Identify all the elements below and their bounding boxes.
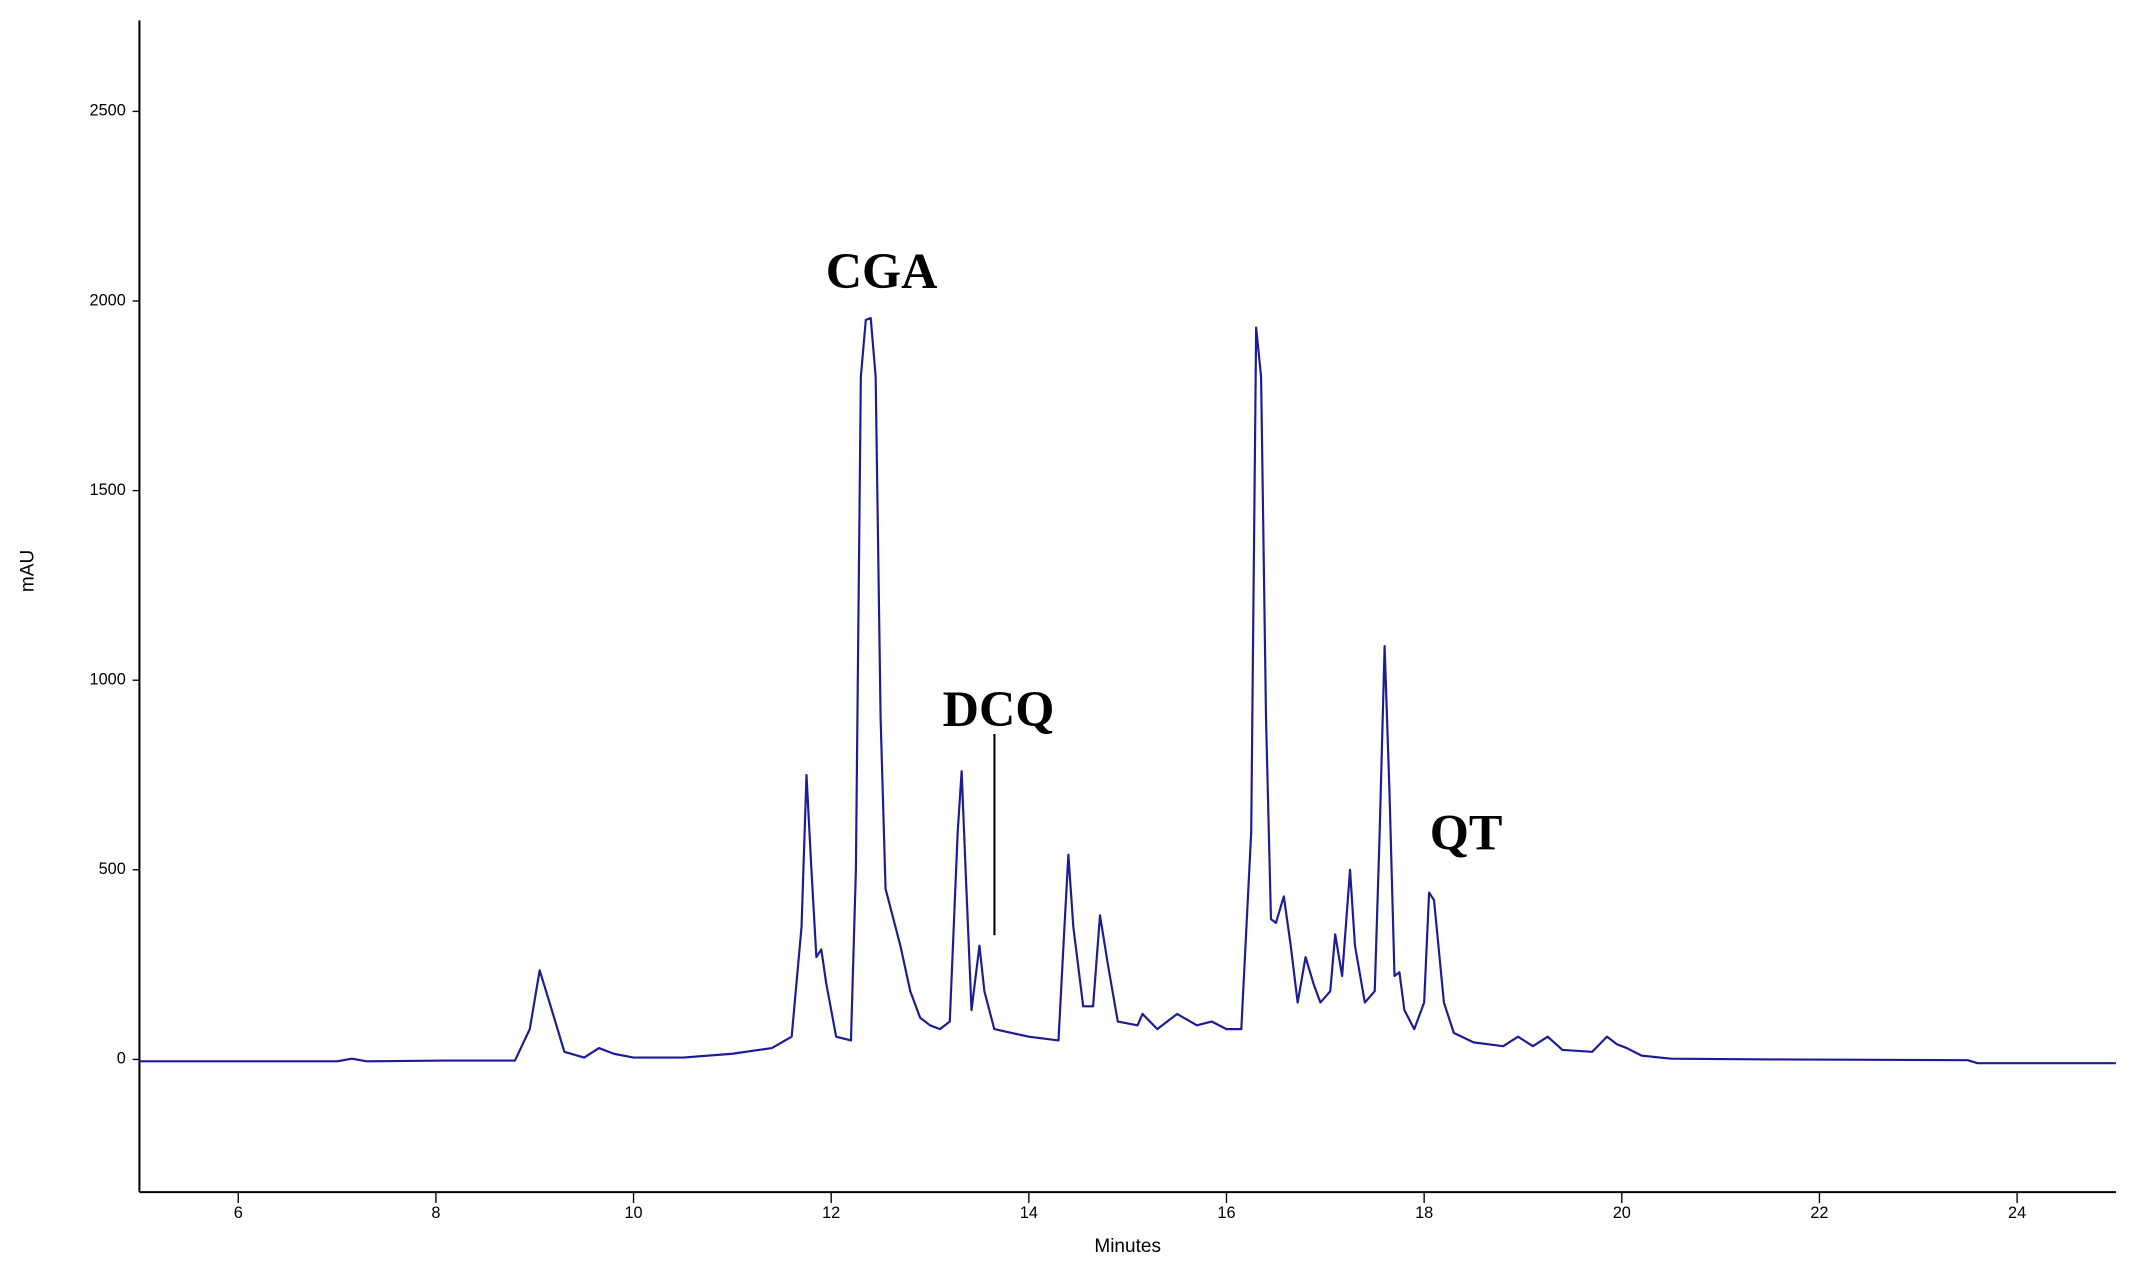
x-tick-label: 12 [822,1204,840,1222]
x-tick-label: 22 [1810,1204,1828,1222]
peak-annotation: DCQ [943,681,1055,737]
y-tick-label: 1000 [90,671,126,689]
peak-annotation: CGA [826,243,938,299]
y-tick-label: 1500 [90,481,126,499]
y-axis-label: mAU [17,550,38,592]
x-tick-label: 10 [624,1204,642,1222]
x-tick-label: 14 [1020,1204,1038,1222]
x-tick-label: 6 [234,1204,243,1222]
x-tick-label: 24 [2008,1204,2026,1222]
y-tick-label: 2500 [90,102,126,120]
peak-annotation: QT [1430,805,1503,861]
y-tick-label: 500 [99,860,126,878]
x-tick-label: 20 [1613,1204,1631,1222]
chromatogram-line [139,316,2116,1065]
y-tick-label: 2000 [90,291,126,309]
y-tick-label: 0 [117,1050,126,1068]
x-tick-label: 16 [1217,1204,1235,1222]
x-axis-label: Minutes [1094,1236,1161,1257]
x-tick-label: 8 [431,1204,440,1222]
x-tick-label: 18 [1415,1204,1433,1222]
